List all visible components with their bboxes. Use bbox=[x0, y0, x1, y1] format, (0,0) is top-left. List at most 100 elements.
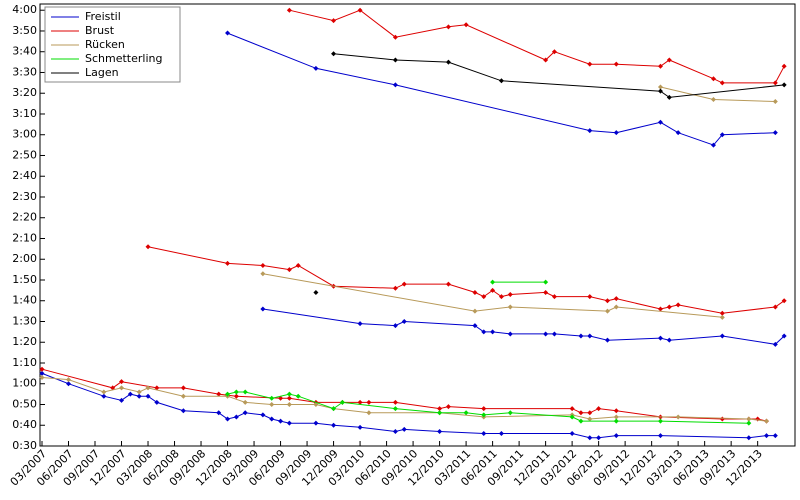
point bbox=[613, 408, 619, 414]
point bbox=[392, 57, 398, 63]
point bbox=[392, 399, 398, 405]
point bbox=[543, 57, 549, 63]
point bbox=[657, 84, 663, 90]
point bbox=[392, 406, 398, 412]
point bbox=[260, 262, 266, 268]
point bbox=[781, 82, 787, 88]
point bbox=[216, 391, 222, 397]
point bbox=[145, 385, 151, 391]
point bbox=[225, 416, 231, 422]
point bbox=[675, 130, 681, 136]
point bbox=[657, 433, 663, 439]
point bbox=[260, 306, 266, 312]
point bbox=[331, 18, 337, 24]
point bbox=[286, 267, 292, 273]
legend-label: Freistil bbox=[85, 10, 121, 23]
point bbox=[746, 420, 752, 426]
point bbox=[463, 22, 469, 28]
point bbox=[445, 59, 451, 65]
point bbox=[507, 292, 513, 298]
point bbox=[710, 76, 716, 82]
point bbox=[295, 393, 301, 399]
point bbox=[101, 389, 107, 395]
point bbox=[286, 7, 292, 13]
point bbox=[339, 399, 345, 405]
point bbox=[180, 393, 186, 399]
point bbox=[66, 381, 72, 387]
point bbox=[366, 399, 372, 405]
point bbox=[587, 333, 593, 339]
point bbox=[569, 414, 575, 420]
point bbox=[278, 418, 284, 424]
series-line bbox=[316, 54, 784, 293]
point bbox=[710, 96, 716, 102]
point bbox=[551, 49, 557, 55]
point bbox=[119, 379, 125, 385]
y-tick-label: 1:10 bbox=[12, 356, 37, 369]
point bbox=[719, 132, 725, 138]
y-tick-label: 0:30 bbox=[12, 439, 37, 452]
point bbox=[481, 412, 487, 418]
point bbox=[498, 294, 504, 300]
point bbox=[675, 302, 681, 308]
y-tick-label: 2:50 bbox=[12, 148, 37, 161]
point bbox=[472, 289, 478, 295]
point bbox=[596, 406, 602, 412]
y-tick-label: 2:00 bbox=[12, 252, 37, 265]
point bbox=[613, 61, 619, 67]
point bbox=[666, 337, 672, 343]
point bbox=[180, 385, 186, 391]
point bbox=[445, 281, 451, 287]
point bbox=[772, 304, 778, 310]
series-line bbox=[41, 32, 785, 439]
point bbox=[260, 271, 266, 277]
series-line bbox=[41, 86, 776, 422]
point bbox=[543, 279, 549, 285]
point bbox=[587, 435, 593, 441]
point bbox=[666, 304, 672, 310]
point bbox=[507, 331, 513, 337]
point bbox=[613, 433, 619, 439]
y-tick-label: 1:50 bbox=[12, 273, 37, 286]
point bbox=[225, 30, 231, 36]
point bbox=[472, 323, 478, 329]
point bbox=[772, 341, 778, 347]
point bbox=[437, 428, 443, 434]
point bbox=[578, 418, 584, 424]
y-tick-label: 3:40 bbox=[12, 45, 37, 58]
point bbox=[286, 391, 292, 397]
point bbox=[781, 63, 787, 69]
point bbox=[587, 410, 593, 416]
point bbox=[119, 385, 125, 391]
point bbox=[587, 416, 593, 422]
y-tick-label: 4:00 bbox=[12, 3, 37, 16]
point bbox=[242, 399, 248, 405]
y-tick-label: 1:30 bbox=[12, 314, 37, 327]
point bbox=[145, 393, 151, 399]
point bbox=[719, 314, 725, 320]
point bbox=[710, 142, 716, 148]
y-tick-label: 2:40 bbox=[12, 169, 37, 182]
point bbox=[481, 294, 487, 300]
point bbox=[242, 389, 248, 395]
point bbox=[551, 294, 557, 300]
point bbox=[154, 399, 160, 405]
point bbox=[331, 51, 337, 57]
point bbox=[490, 287, 496, 293]
y-tick-label: 3:30 bbox=[12, 65, 37, 78]
y-tick-label: 3:20 bbox=[12, 86, 37, 99]
point bbox=[66, 377, 72, 383]
point bbox=[719, 310, 725, 316]
point bbox=[392, 323, 398, 329]
plot-frame bbox=[39, 3, 796, 447]
y-tick-label: 1:00 bbox=[12, 377, 37, 390]
point bbox=[490, 329, 496, 335]
point bbox=[657, 119, 663, 125]
point bbox=[498, 78, 504, 84]
point bbox=[719, 333, 725, 339]
point bbox=[366, 410, 372, 416]
point bbox=[666, 94, 672, 100]
point bbox=[39, 375, 45, 381]
point bbox=[313, 420, 319, 426]
